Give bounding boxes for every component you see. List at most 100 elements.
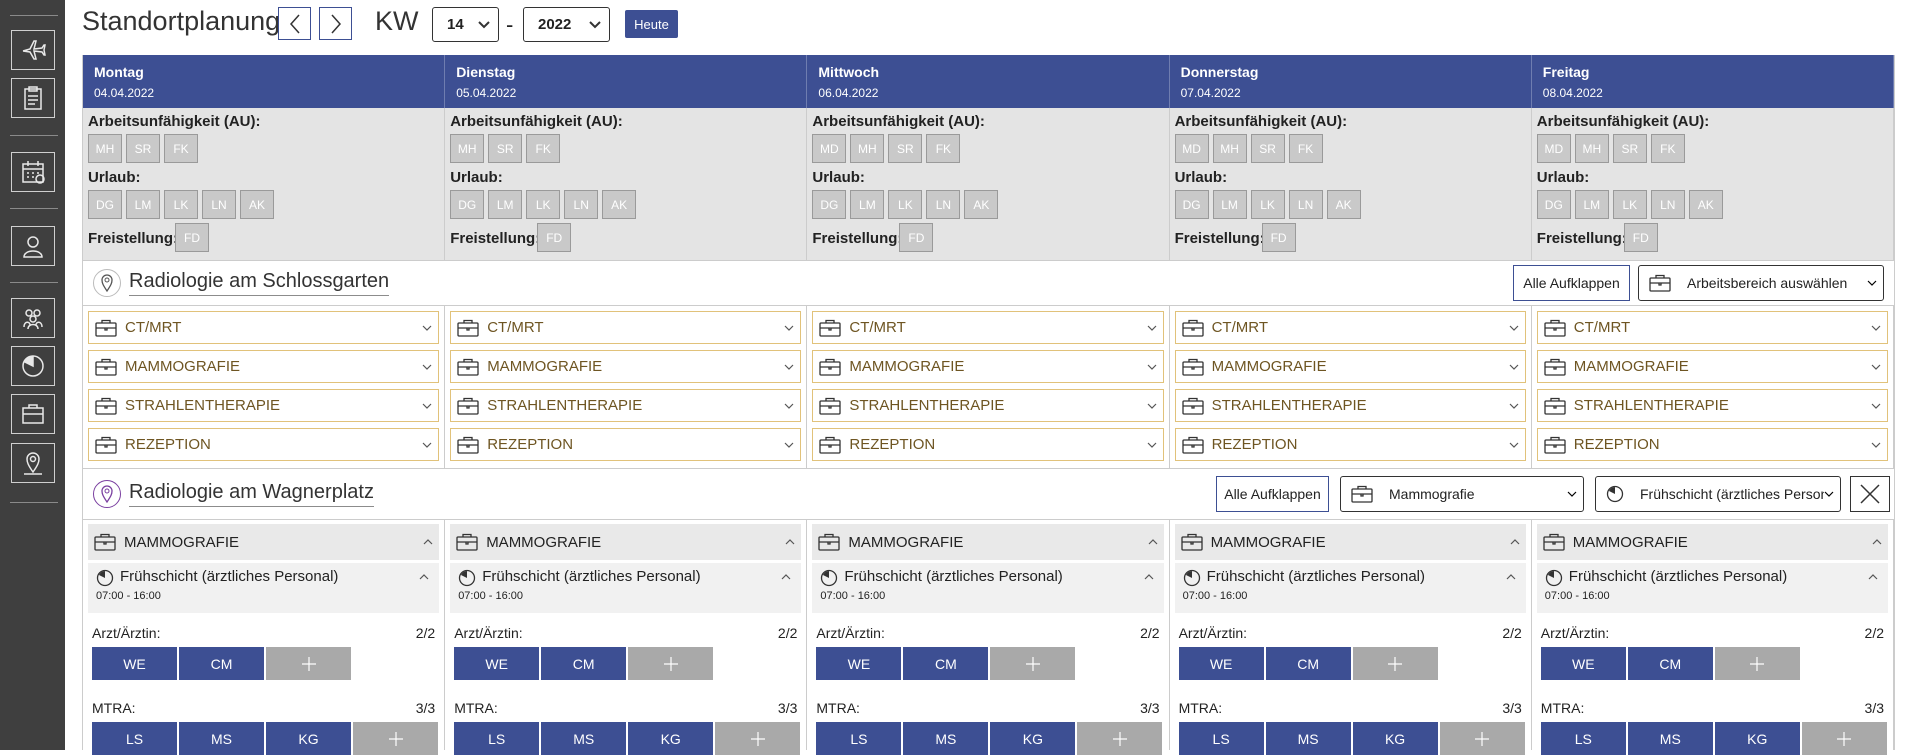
staff-button[interactable]: MS [179,722,264,755]
person-chip[interactable]: FK [926,134,961,163]
work-area-row[interactable]: MAMMOGRAFIE [450,350,802,383]
sidebar-profile-button[interactable] [11,226,55,266]
shift-block[interactable]: Frühschicht (ärztliches Personal) 07:00 -… [1536,563,1888,613]
work-area-row[interactable]: REZEPTION [812,428,1164,461]
staff-button[interactable]: WE [92,647,177,680]
sidebar-calendar-button[interactable] [11,152,55,192]
work-area-row[interactable]: CT/MRT [812,311,1164,344]
expand-all-button[interactable]: Alle Aufklappen [1216,476,1329,512]
add-staff-button[interactable] [1714,647,1800,680]
person-chip[interactable]: LK [1250,190,1285,219]
person-chip[interactable]: LN [926,190,961,219]
staff-button[interactable]: MS [1265,722,1351,755]
person-chip[interactable]: LM [850,190,885,219]
work-area-header[interactable]: MAMMOGRAFIE [812,524,1164,560]
staff-button[interactable]: CM [179,647,264,680]
person-chip[interactable]: FD [537,223,572,252]
work-area-header[interactable]: MAMMOGRAFIE [450,524,802,560]
staff-button[interactable]: CM [903,647,989,680]
work-area-row[interactable]: REZEPTION [1174,428,1526,461]
work-area-row[interactable]: CT/MRT [1174,311,1526,344]
staff-button[interactable]: KG [1714,722,1800,755]
staff-button[interactable]: KG [990,722,1076,755]
staff-button[interactable]: KG [1352,722,1438,755]
work-area-row[interactable]: MAMMOGRAFIE [1536,350,1888,383]
work-area-row[interactable]: REZEPTION [450,428,802,461]
person-chip[interactable]: LK [1612,190,1647,219]
work-area-header[interactable]: MAMMOGRAFIE [1536,524,1888,560]
sidebar-clipboard-button[interactable] [11,78,55,118]
shift-block[interactable]: Frühschicht (ärztliches Personal) 07:00 -… [88,563,440,613]
work-area-row[interactable]: STRAHLENTHERAPIE [88,389,440,422]
staff-button[interactable]: LS [454,722,540,755]
work-area-row[interactable]: MAMMOGRAFIE [88,350,440,383]
work-area-row[interactable]: STRAHLENTHERAPIE [1174,389,1526,422]
add-staff-button[interactable] [990,647,1076,680]
person-chip[interactable]: LN [202,190,236,219]
person-chip[interactable]: SR [888,134,923,163]
person-chip[interactable]: FD [175,223,209,252]
work-area-header[interactable]: MAMMOGRAFIE [1174,524,1526,560]
work-area-select[interactable]: Arbeitsbereich auswählen [1638,265,1884,301]
person-chip[interactable]: LN [1650,190,1685,219]
person-chip[interactable]: MH [88,134,122,163]
staff-button[interactable]: KG [266,722,351,755]
staff-button[interactable]: LS [1540,722,1626,755]
staff-button[interactable]: WE [1540,647,1626,680]
person-chip[interactable]: LK [164,190,198,219]
staff-button[interactable]: LS [92,722,177,755]
add-staff-button[interactable] [266,647,351,680]
expand-all-button[interactable]: Alle Aufklappen [1513,265,1630,301]
person-chip[interactable]: MH [1212,134,1247,163]
person-chip[interactable]: LM [1212,190,1247,219]
sidebar-flights-button[interactable] [11,30,55,70]
person-chip[interactable]: FD [1623,223,1658,252]
staff-button[interactable]: CM [1265,647,1351,680]
person-chip[interactable]: DG [88,190,122,219]
person-chip[interactable]: MD [812,134,847,163]
shift-block[interactable]: Frühschicht (ärztliches Personal) 07:00 -… [1174,563,1526,613]
person-chip[interactable]: LM [1574,190,1609,219]
shift-block[interactable]: Frühschicht (ärztliches Personal) 07:00 -… [450,563,802,613]
staff-button[interactable]: LS [816,722,902,755]
add-staff-button[interactable] [1077,722,1163,755]
person-chip[interactable]: AK [964,190,999,219]
person-chip[interactable]: MH [850,134,885,163]
person-chip[interactable]: FK [164,134,198,163]
work-area-row[interactable]: STRAHLENTHERAPIE [1536,389,1888,422]
add-staff-button[interactable] [715,722,801,755]
person-chip[interactable]: FD [899,223,934,252]
add-staff-button[interactable] [1801,722,1887,755]
staff-button[interactable]: MS [541,722,627,755]
staff-button[interactable]: WE [816,647,902,680]
staff-button[interactable]: WE [1178,647,1264,680]
person-chip[interactable]: AK [1688,190,1723,219]
person-chip[interactable]: DG [812,190,847,219]
work-area-row[interactable]: CT/MRT [88,311,440,344]
staff-button[interactable]: MS [903,722,989,755]
staff-button[interactable]: LS [1178,722,1264,755]
person-chip[interactable]: DG [1174,190,1209,219]
add-staff-button[interactable] [353,722,438,755]
add-staff-button[interactable] [1439,722,1525,755]
staff-button[interactable]: MS [1627,722,1713,755]
work-area-row[interactable]: MAMMOGRAFIE [1174,350,1526,383]
staff-button[interactable]: WE [454,647,540,680]
close-button[interactable] [1850,476,1890,512]
work-area-select[interactable]: Mammografie [1340,476,1584,512]
next-week-button[interactable] [319,7,352,40]
person-chip[interactable]: SR [126,134,160,163]
work-area-row[interactable]: REZEPTION [1536,428,1888,461]
week-select[interactable]: 14 [432,7,499,42]
person-chip[interactable]: FK [526,134,561,163]
person-chip[interactable]: LM [126,190,160,219]
person-chip[interactable]: MD [1174,134,1209,163]
add-staff-button[interactable] [628,647,714,680]
staff-button[interactable]: CM [541,647,627,680]
add-staff-button[interactable] [1352,647,1438,680]
person-chip[interactable]: SR [1250,134,1285,163]
person-chip[interactable]: LK [888,190,923,219]
person-chip[interactable]: FK [1650,134,1685,163]
work-area-header[interactable]: MAMMOGRAFIE [88,524,440,560]
work-area-row[interactable]: STRAHLENTHERAPIE [450,389,802,422]
